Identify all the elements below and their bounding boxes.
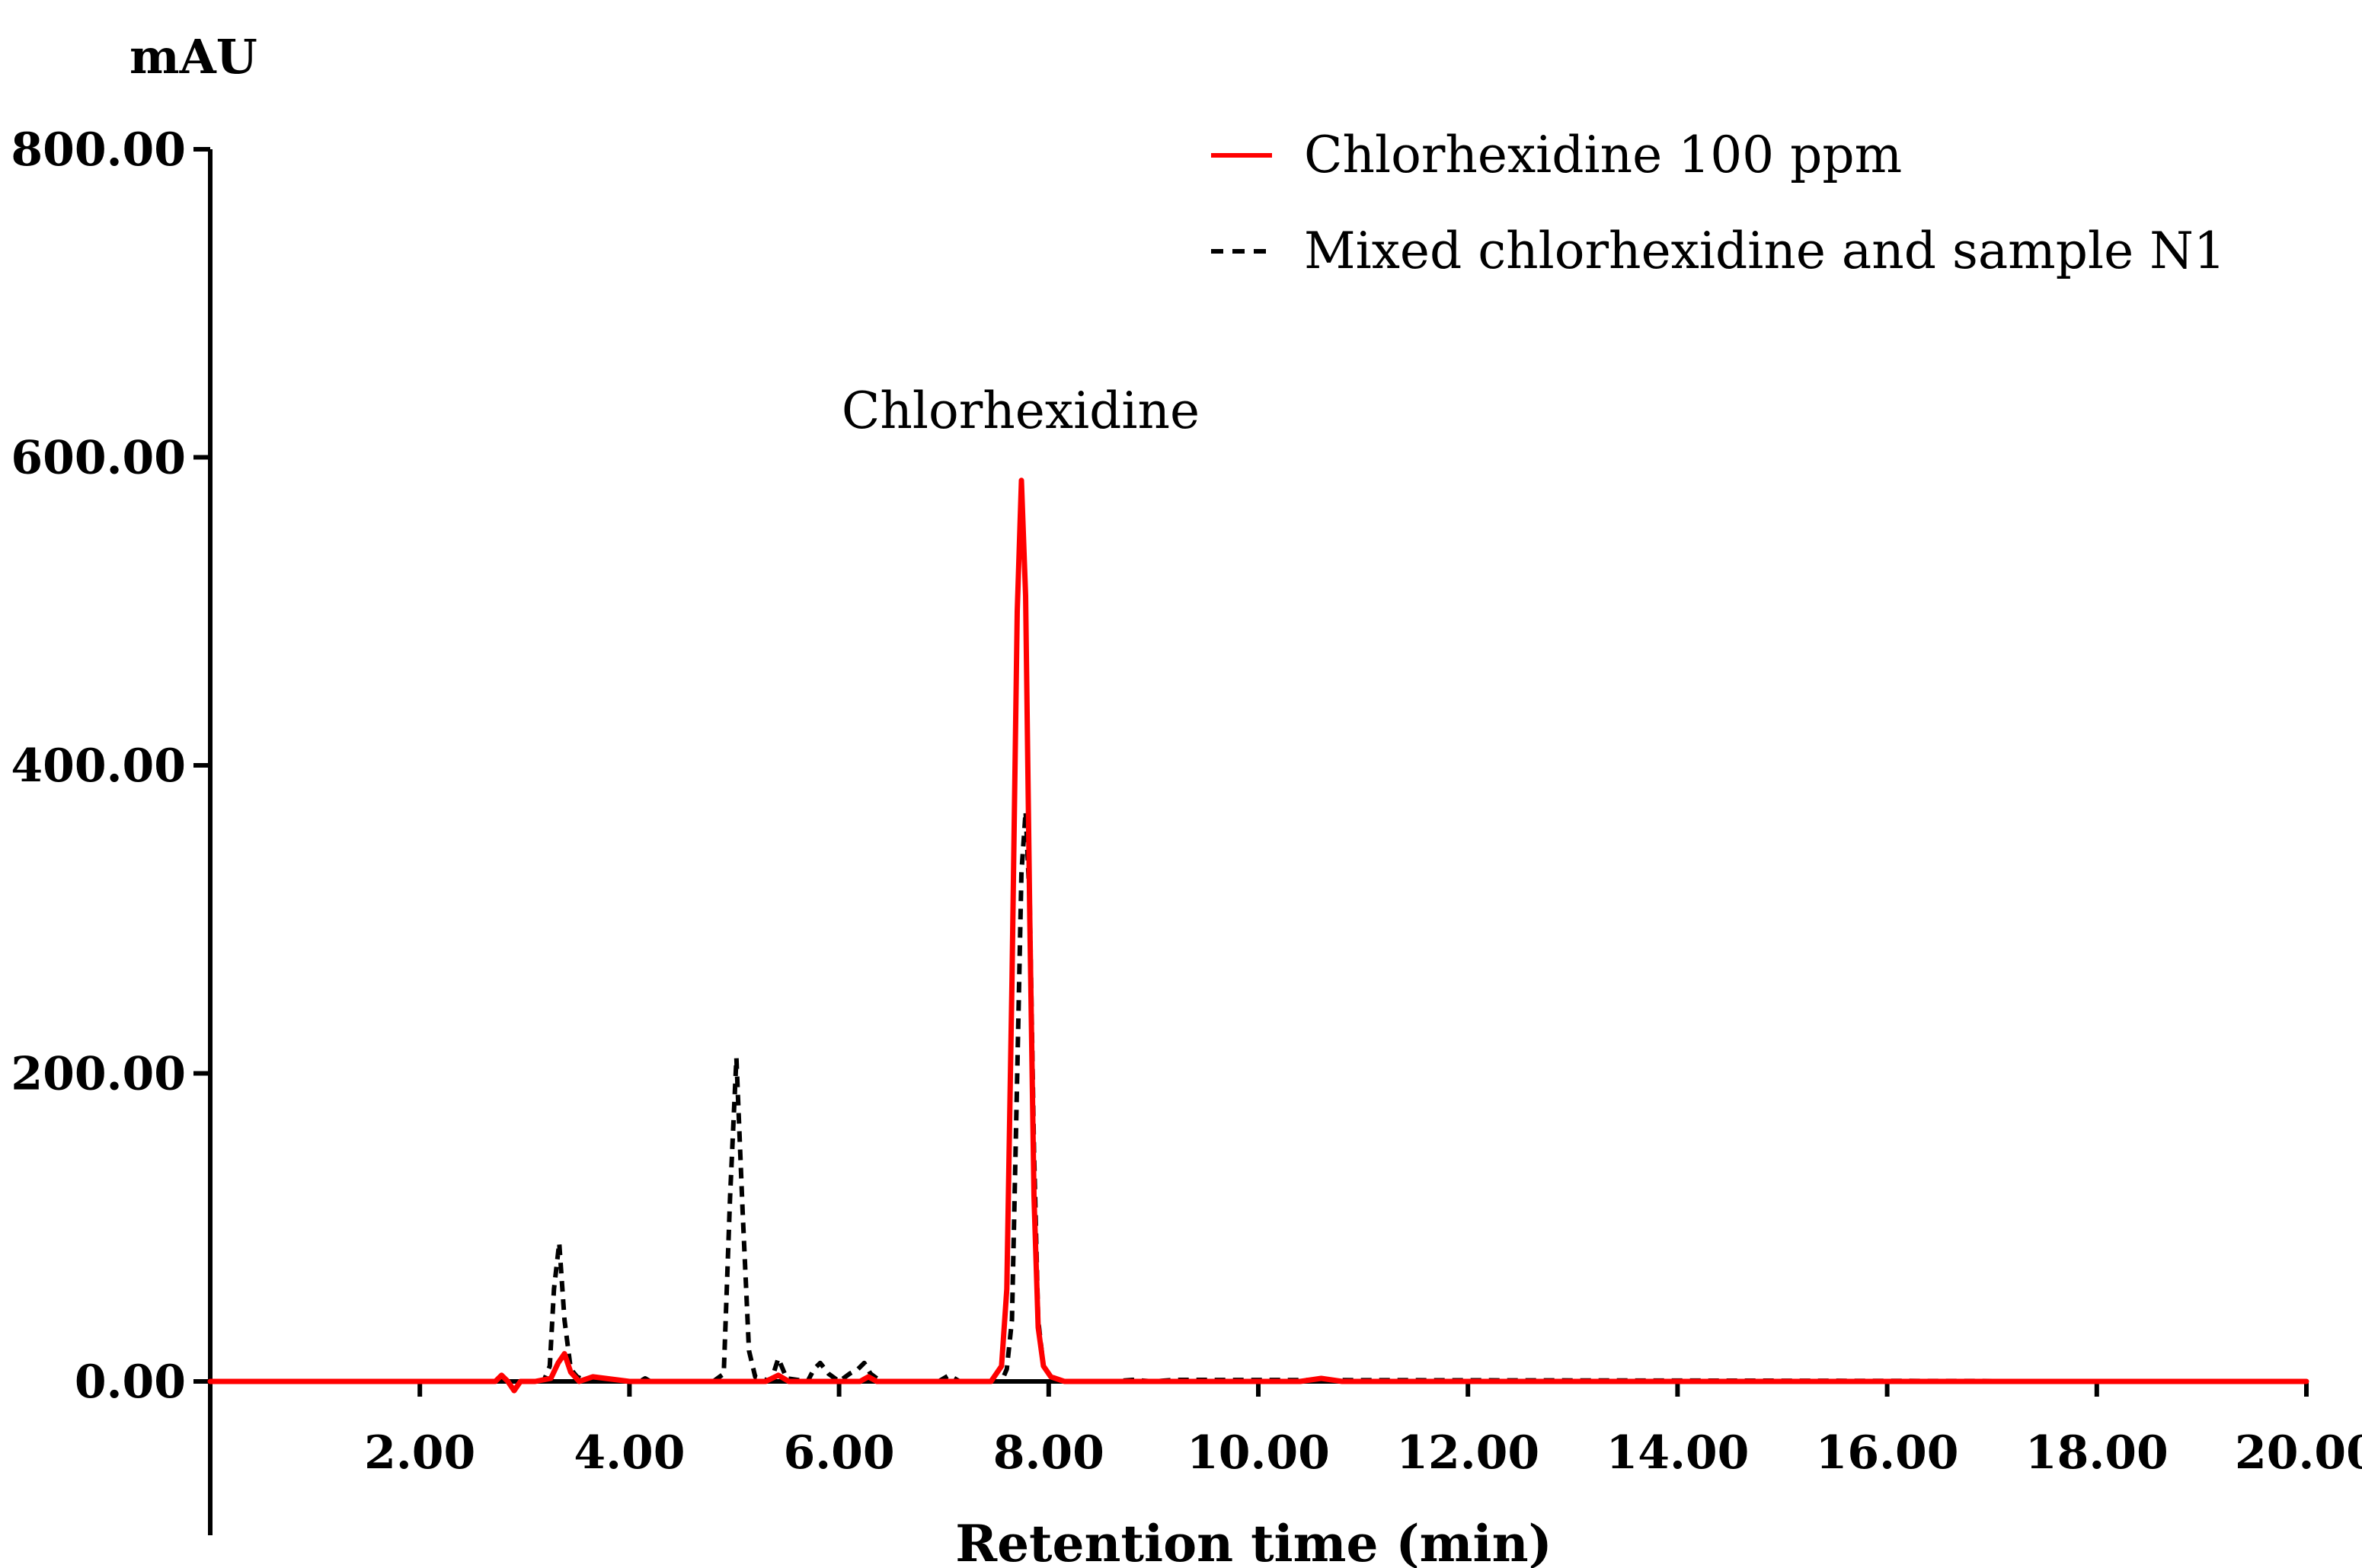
x-tick-label: 8.00 [993, 1426, 1104, 1480]
series-line-mixed-sample-n1 [210, 809, 2307, 1384]
x-tick-label: 10.00 [1187, 1426, 1330, 1480]
x-tick-label: 12.00 [1396, 1426, 1539, 1480]
y-tick-label: 0.00 [75, 1356, 186, 1409]
legend-label-chlorhexidine-100ppm: Chlorhexidine 100 ppm [1304, 126, 1902, 184]
axis-ticks [193, 147, 2309, 1397]
y-axis-unit-label: mAU [129, 29, 257, 85]
peak-annotation-chlorhexidine: Chlorhexidine [842, 382, 1200, 440]
y-tick-label: 200.00 [11, 1048, 186, 1101]
x-tick-label: 6.00 [784, 1426, 895, 1480]
y-tick-label: 400.00 [11, 739, 186, 793]
y-tick-label: 600.00 [11, 432, 186, 485]
x-tick-label: 16.00 [1816, 1426, 1959, 1480]
x-axis-title: Retention time (min) [955, 1514, 1552, 1568]
x-tick-label: 20.00 [2235, 1426, 2362, 1480]
legend-label-mixed-sample-n1: Mixed chlorhexidine and sample N1 [1304, 222, 2226, 280]
x-tick-label: 4.00 [574, 1426, 685, 1480]
x-tick-label: 18.00 [2025, 1426, 2169, 1480]
series-layer [207, 477, 2309, 1394]
y-tick-label: 800.00 [11, 123, 186, 177]
y-tick-labels: 0.00 200.00 400.00 600.00 800.00 [11, 123, 186, 1409]
x-tick-labels: 2.00 4.00 6.00 8.00 10.00 12.00 14.00 16.00 18.0… [364, 1426, 2362, 1480]
series-line-chlorhexidine-100ppm [207, 477, 2309, 1394]
legend: Chlorhexidine 100 ppm Mixed chlorhexidin… [1211, 126, 2226, 280]
x-tick-label: 2.00 [364, 1426, 475, 1480]
x-tick-label: 14.00 [1606, 1426, 1749, 1480]
